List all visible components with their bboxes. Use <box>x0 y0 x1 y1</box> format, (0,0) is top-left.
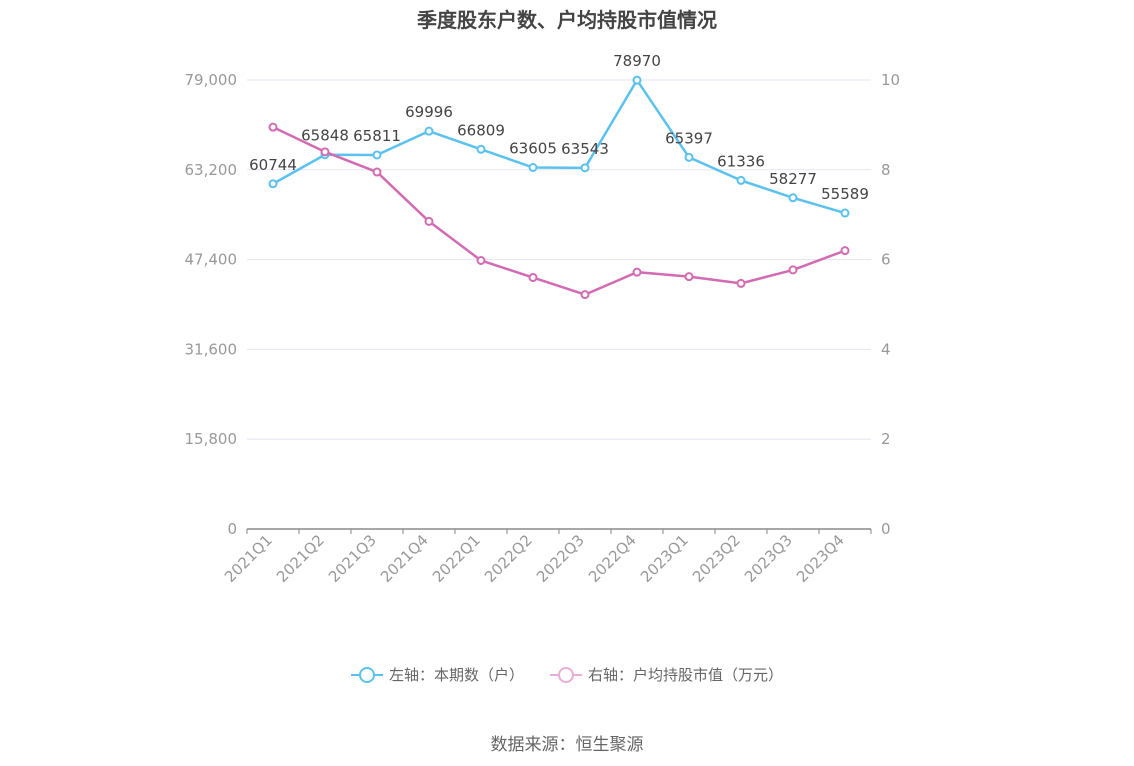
right-axis-tick-label: 6 <box>881 251 891 269</box>
data-label: 55589 <box>821 185 869 203</box>
right-series-point <box>320 147 330 157</box>
left-axis-tick-label: 63,200 <box>185 161 238 179</box>
right-axis-tick-label: 8 <box>881 161 891 179</box>
legend-item-right[interactable]: 右轴：户均持股市值（万元） <box>550 664 783 685</box>
left-axis-tick-label: 31,600 <box>185 340 238 358</box>
data-label: 60744 <box>249 156 297 174</box>
left-series-point <box>632 75 642 85</box>
right-series-point <box>268 122 278 132</box>
left-axis-tick-label: 0 <box>227 520 237 538</box>
x-axis-tick-label: 2021Q4 <box>377 531 432 586</box>
series-layer <box>268 75 850 300</box>
right-axis-tick-label: 0 <box>881 520 891 538</box>
x-axis-tick-label: 2022Q3 <box>533 531 588 586</box>
left-series-point <box>268 179 278 189</box>
legend-right-label: 右轴：户均持股市值（万元） <box>588 666 784 684</box>
x-axis-tick-label: 2021Q3 <box>325 531 380 586</box>
left-series-point <box>736 175 746 185</box>
left-series-point <box>528 162 538 172</box>
right-series-point <box>632 267 642 277</box>
data-label: 58277 <box>769 170 817 188</box>
legend-right-marker-icon <box>550 666 582 684</box>
right-series-point <box>476 255 486 265</box>
grid-lines <box>247 79 871 440</box>
data-label: 63605 <box>509 139 557 157</box>
left-series-point <box>372 150 382 160</box>
left-axis-tick-label: 79,000 <box>185 71 238 89</box>
data-label: 65397 <box>665 129 713 147</box>
right-axis-tick-label: 10 <box>881 71 900 89</box>
left-series-point <box>580 163 590 173</box>
data-label: 61336 <box>717 152 765 170</box>
x-axis-tick-label: 2022Q4 <box>585 531 640 586</box>
left-axis-tick-label: 15,800 <box>185 430 238 448</box>
legend-left-label: 左轴：本期数（户） <box>388 666 524 684</box>
right-axis-tick-label: 2 <box>881 430 891 448</box>
data-label: 65811 <box>353 127 401 145</box>
x-axis-tick-label: 2023Q2 <box>689 531 744 586</box>
x-axis-tick-label: 2023Q4 <box>793 531 848 586</box>
x-axis-tick-label: 2022Q1 <box>429 531 484 586</box>
right-series-point <box>840 246 850 256</box>
left-series-line <box>272 78 846 215</box>
right-series-point <box>580 290 590 300</box>
legend-left-marker-icon <box>350 666 383 684</box>
x-axis-tick-label: 2023Q3 <box>741 531 796 586</box>
left-series-point <box>424 126 434 136</box>
right-series-point <box>528 273 538 283</box>
left-series-point <box>840 208 850 218</box>
data-label: 69996 <box>405 103 453 121</box>
legend: 左轴：本期数（户） 右轴：户均持股市值（万元） <box>0 664 1134 685</box>
data-label: 78970 <box>613 52 661 70</box>
data-source: 数据来源：恒生聚源 <box>490 735 644 755</box>
right-series-point <box>684 272 694 282</box>
right-axis-tick-label: 4 <box>881 340 891 358</box>
right-series-point <box>736 278 746 288</box>
x-axis-tick-label: 2022Q2 <box>481 531 536 586</box>
x-axis-tick-label: 2021Q1 <box>221 531 276 586</box>
left-series-point <box>788 193 798 203</box>
right-series-point <box>424 216 434 226</box>
x-axis-tick-label: 2023Q1 <box>637 531 692 586</box>
legend-item-left[interactable]: 左轴：本期数（户） <box>350 664 524 685</box>
left-series-point <box>684 152 694 162</box>
right-series-point <box>788 265 798 275</box>
data-label: 65848 <box>301 127 349 145</box>
data-label: 63543 <box>561 140 609 158</box>
chart-title: 季度股东户数、户均持股市值情况 <box>417 8 717 32</box>
x-axis-tick-label: 2021Q2 <box>273 531 328 586</box>
data-label: 66809 <box>457 121 505 139</box>
left-series-point <box>476 144 486 154</box>
right-series-point <box>372 167 382 177</box>
right-series-line <box>272 126 846 296</box>
left-axis-tick-label: 47,400 <box>185 251 238 269</box>
